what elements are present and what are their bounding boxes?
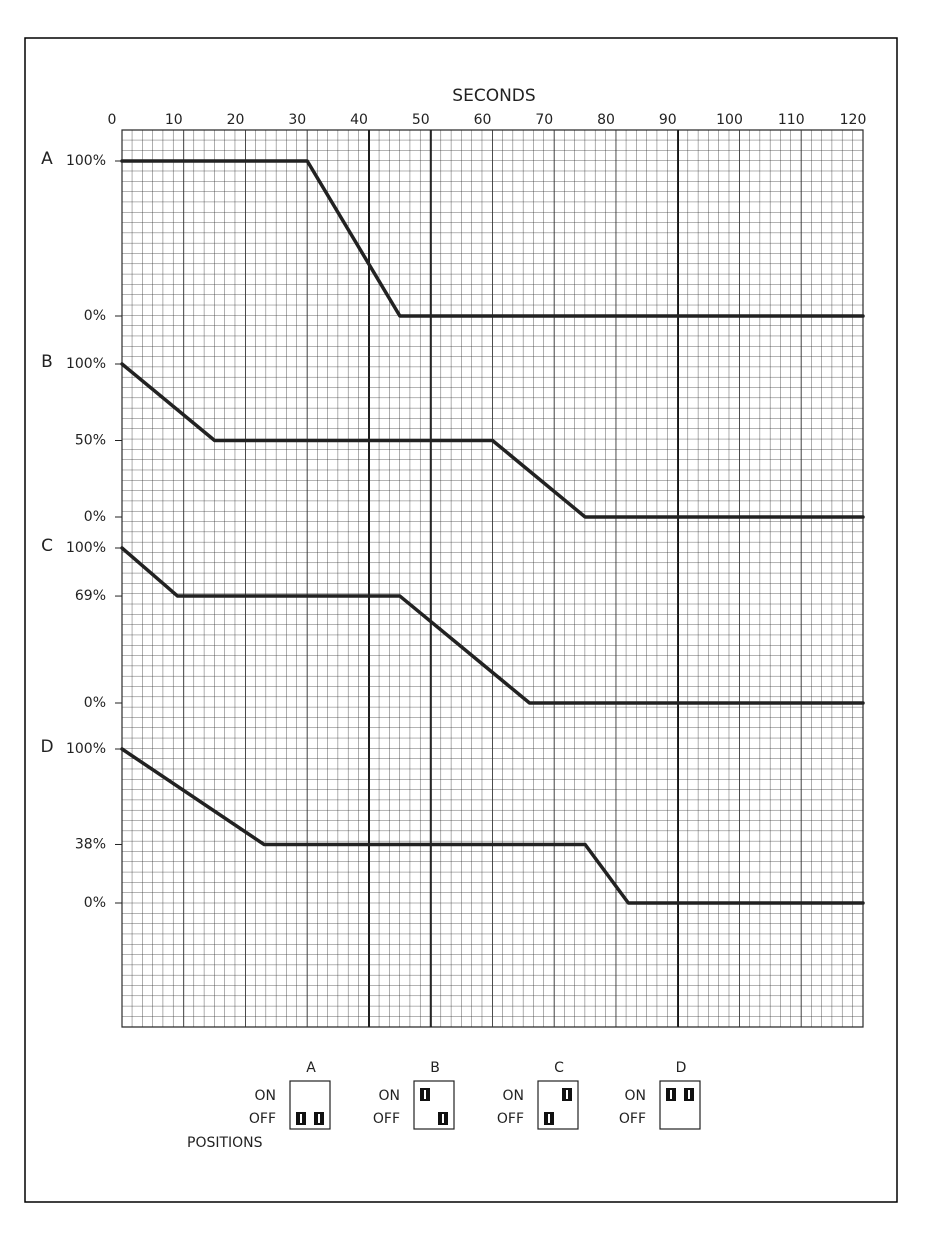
switch-slot [548, 1114, 550, 1123]
switch-name: B [430, 1060, 440, 1076]
x-tick-label: 60 [474, 112, 492, 128]
switch-box [537, 1080, 579, 1130]
curve [120, 362, 865, 519]
y-tick-label: 100% [66, 540, 106, 556]
y-tick-label: 0% [84, 695, 106, 711]
switch-slot [442, 1114, 444, 1123]
switch-slot [424, 1090, 426, 1099]
off-label: OFF [497, 1111, 524, 1127]
curve [120, 747, 865, 905]
switch-slot [670, 1090, 672, 1099]
x-tick-label: 20 [227, 112, 245, 128]
x-tick-label: 100 [716, 112, 743, 128]
on-label: ON [255, 1088, 277, 1104]
x-tick-label: 30 [288, 112, 306, 128]
y-tick-label: 100% [66, 741, 106, 757]
off-label: OFF [373, 1111, 400, 1127]
y-tick-label: 38% [75, 836, 106, 852]
on-label: ON [625, 1088, 647, 1104]
switch-box [659, 1080, 701, 1130]
y-tick-label: 100% [66, 153, 106, 169]
switch-name: C [554, 1060, 564, 1076]
switch-slot [688, 1090, 690, 1099]
on-label: ON [379, 1088, 401, 1104]
y-tick-label: 100% [66, 356, 106, 372]
switch-slot [300, 1114, 302, 1123]
switch-name: A [306, 1060, 316, 1076]
x-tick-label: 80 [597, 112, 615, 128]
series-name: D [40, 737, 53, 757]
x-tick-label: 120 [840, 112, 867, 128]
x-tick-label: 50 [412, 112, 430, 128]
y-tick-label: 69% [75, 588, 106, 604]
switch-name: D [676, 1060, 687, 1076]
off-label: OFF [619, 1111, 646, 1127]
switch-slot [566, 1090, 568, 1099]
y-tick-label: 0% [84, 308, 106, 324]
curve [120, 159, 865, 318]
x-tick-label: 40 [350, 112, 368, 128]
y-tick-label: 0% [84, 509, 106, 525]
y-tick-label: 0% [84, 895, 106, 911]
positions-label: POSITIONS [187, 1135, 263, 1151]
x-tick-label: 70 [535, 112, 553, 128]
x-tick-label: 110 [778, 112, 805, 128]
curve [120, 546, 865, 705]
x-tick-label: 0 [108, 112, 117, 128]
switch-box [413, 1080, 455, 1130]
series-name: B [41, 352, 53, 372]
off-label: OFF [249, 1111, 276, 1127]
y-tick-label: 50% [75, 433, 106, 449]
on-label: ON [503, 1088, 525, 1104]
x-axis-title: SECONDS [452, 86, 535, 106]
x-tick-label: 10 [165, 112, 183, 128]
series-name: C [41, 536, 53, 556]
switch-slot [318, 1114, 320, 1123]
border [24, 37, 898, 1203]
x-tick-label: 90 [659, 112, 677, 128]
series-name: A [41, 149, 53, 169]
switch-box [289, 1080, 331, 1130]
